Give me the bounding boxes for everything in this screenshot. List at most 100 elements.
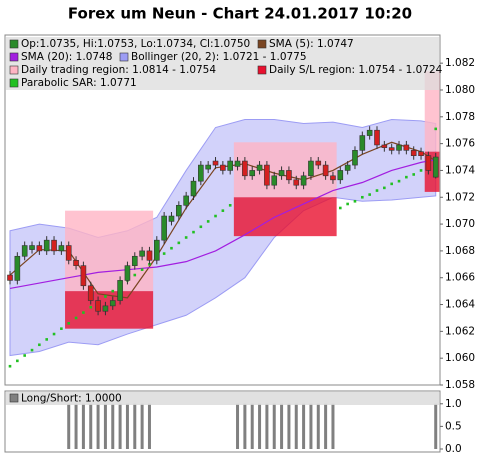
y-tick-label: 1.080 <box>445 84 475 96</box>
candle-body <box>256 164 263 171</box>
bar <box>324 403 328 449</box>
y-tick-label: 0.5 <box>445 420 462 432</box>
legend-label: SMA (5): 1.0747 <box>269 38 354 50</box>
bar <box>236 403 240 449</box>
y-tick-label: 1.060 <box>445 352 475 364</box>
sar-dot <box>60 327 63 330</box>
sar-dot <box>111 289 115 293</box>
candle-body <box>198 164 204 182</box>
legend-swatch <box>119 52 129 62</box>
bar <box>133 403 137 449</box>
candle-body <box>396 144 402 151</box>
sar-dot <box>52 332 56 336</box>
legend-swatch <box>9 39 19 49</box>
bar <box>74 403 78 449</box>
sar-dot <box>16 359 19 363</box>
bar <box>287 403 291 449</box>
legend-label: SMA (20): 1.0748 <box>21 51 112 63</box>
candle-body <box>36 245 43 252</box>
candle-body <box>161 215 167 241</box>
candle-body <box>102 305 109 312</box>
bar <box>302 403 306 449</box>
candle-body <box>374 129 380 146</box>
candle-body <box>29 245 35 250</box>
bar <box>272 403 276 449</box>
legend-swatch <box>257 65 267 75</box>
sar-dot <box>368 193 371 196</box>
candle-body <box>344 164 351 171</box>
bar <box>250 403 254 449</box>
candle-body <box>190 180 197 197</box>
candle-body <box>146 250 153 261</box>
sar-dot <box>390 182 393 186</box>
candle-body <box>234 160 241 167</box>
candle-body <box>131 255 138 266</box>
candle-body <box>14 255 21 281</box>
sar-dot <box>346 202 349 206</box>
y-tick-label: 1.078 <box>445 111 475 123</box>
y-tick-label: 1.070 <box>445 218 475 230</box>
candle-body <box>242 160 248 177</box>
y-tick-label: 1.066 <box>445 272 475 284</box>
bar <box>67 403 71 449</box>
bar <box>103 403 107 449</box>
candle-body <box>124 265 131 281</box>
candle-body <box>154 239 160 261</box>
candle-body <box>117 280 123 301</box>
candle-body <box>109 300 116 307</box>
sar-dot <box>162 252 166 255</box>
sar-dot <box>228 204 232 207</box>
y-tick-label: 1.074 <box>445 164 475 176</box>
sar-dot <box>221 209 225 212</box>
legend-box <box>6 37 439 90</box>
legend-swatch <box>9 78 19 88</box>
y-tick-label: 1.076 <box>445 138 475 150</box>
sar-dot <box>82 311 85 314</box>
candle-body <box>205 164 211 170</box>
candle-body <box>366 129 373 136</box>
legend-label: Long/Short: 1.0000 <box>21 393 122 405</box>
candle-body <box>278 170 285 177</box>
candle-body <box>87 285 94 301</box>
sar-dot <box>375 189 379 192</box>
bar <box>280 403 284 449</box>
candle-body <box>51 239 57 252</box>
y-tick-label: 1.058 <box>445 379 475 391</box>
region <box>233 142 337 198</box>
legend-label: Daily trading region: 1.0814 - 1.0754 <box>21 64 216 76</box>
bar <box>96 403 100 449</box>
candle-body <box>286 170 292 181</box>
candle-body <box>43 239 50 252</box>
sar-dot <box>353 199 357 203</box>
legend-label: Daily S/L region: 1.0754 - 1.0724 <box>269 64 443 76</box>
legend-label: Op:1.0735, Hi:1.0753, Lo:1.0734, Cl:1.07… <box>21 38 250 50</box>
y-tick-label: 1.064 <box>445 299 475 311</box>
bar <box>265 403 269 449</box>
sar-dot <box>192 230 195 234</box>
bar <box>316 403 320 449</box>
candle-body <box>264 164 270 186</box>
sar-dot <box>23 354 26 357</box>
candle-body <box>249 170 256 177</box>
candle-body <box>300 175 307 186</box>
candle-body <box>65 245 72 261</box>
sar-dot <box>45 338 48 341</box>
y-tick-label: 1.0 <box>445 398 462 410</box>
bar <box>140 403 144 449</box>
legend-swatch <box>9 65 19 75</box>
sar-dot <box>133 273 137 277</box>
sar-dot <box>8 364 12 368</box>
sar-dot <box>405 175 408 179</box>
sar-dot <box>74 316 78 320</box>
candle-body <box>410 150 417 156</box>
legend-box <box>6 392 439 405</box>
bar <box>309 403 313 449</box>
y-tick-label: 1.072 <box>445 191 475 203</box>
chart-title: Forex um Neun - Chart 24.01.2017 10:20 <box>68 5 412 23</box>
sar-dot <box>361 195 364 199</box>
candle-body <box>425 155 432 171</box>
sar-dot <box>419 169 423 172</box>
sar-dot <box>397 179 401 183</box>
candle-body <box>176 205 182 217</box>
sar-dot <box>170 246 173 250</box>
